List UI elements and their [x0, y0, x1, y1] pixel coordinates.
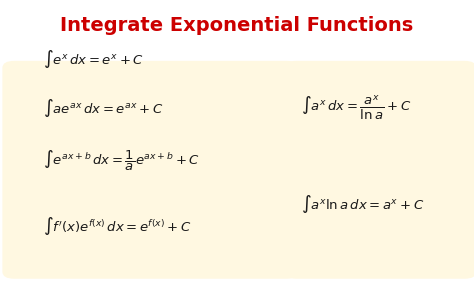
- Text: $\int ae^{ax}\,dx = e^{ax} + C$: $\int ae^{ax}\,dx = e^{ax} + C$: [43, 97, 163, 119]
- FancyBboxPatch shape: [284, 61, 474, 279]
- Text: $\int e^{ax+b}\,dx = \dfrac{1}{a}e^{ax+b} + C$: $\int e^{ax+b}\,dx = \dfrac{1}{a}e^{ax+b…: [43, 149, 200, 173]
- Text: $\int f'(x)e^{f(x)}\,dx = e^{f(x)} + C$: $\int f'(x)e^{f(x)}\,dx = e^{f(x)} + C$: [43, 215, 191, 237]
- FancyBboxPatch shape: [2, 61, 299, 279]
- Text: $\int a^{x}\,dx = \dfrac{a^{x}}{\ln a} + C$: $\int a^{x}\,dx = \dfrac{a^{x}}{\ln a} +…: [301, 93, 411, 122]
- Text: Integrate Exponential Functions: Integrate Exponential Functions: [60, 16, 414, 35]
- Text: $\int e^{x}\,dx = e^{x} + C$: $\int e^{x}\,dx = e^{x} + C$: [43, 48, 144, 70]
- Text: $\int a^{x}\ln a\,dx = a^{x} + C$: $\int a^{x}\ln a\,dx = a^{x} + C$: [301, 193, 424, 215]
